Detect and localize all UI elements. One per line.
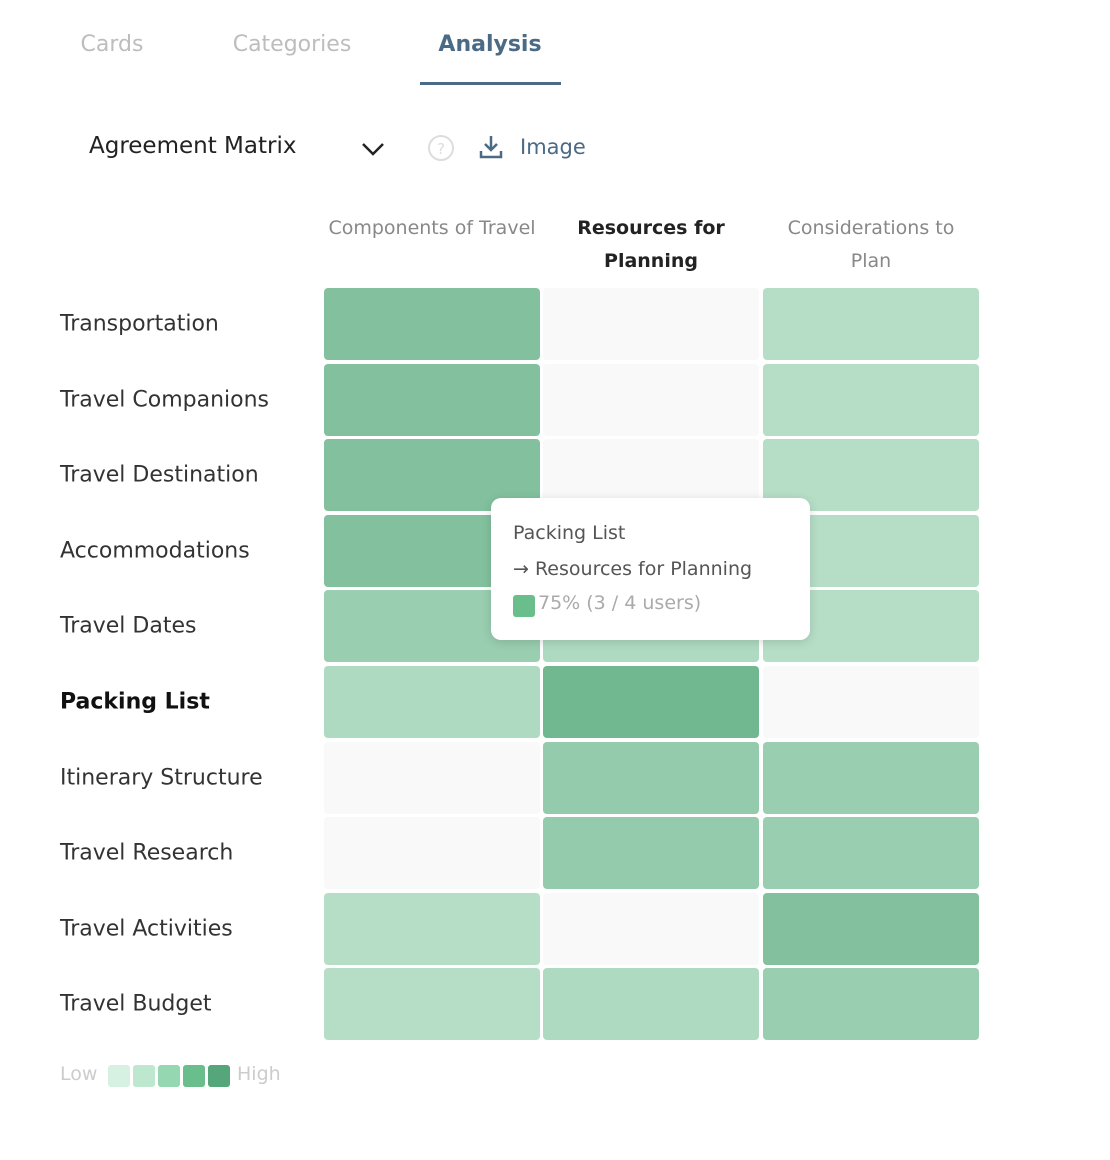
column-header: Considerations to Plan — [787, 217, 955, 272]
download-image[interactable]: Image — [520, 135, 586, 159]
row-label: Travel Activities — [60, 916, 233, 942]
help-icon[interactable]: ? — [427, 134, 455, 162]
matrix-cell — [324, 741, 540, 814]
tooltip-row: Packing List — [513, 522, 626, 544]
matrix-cell — [543, 817, 759, 890]
matrix-cell — [324, 288, 540, 360]
legend-low: Low — [60, 1063, 98, 1085]
matrix-cell — [763, 666, 979, 738]
matrix-cell — [763, 741, 979, 814]
legend-swatch — [183, 1065, 205, 1087]
chevron-icon[interactable] — [360, 138, 386, 160]
tab-underline — [420, 82, 561, 85]
view-select[interactable]: Agreement Matrix — [89, 133, 297, 159]
row-label: Travel Research — [60, 840, 234, 866]
legend-swatch — [108, 1065, 130, 1087]
matrix-cell — [763, 968, 979, 1041]
tooltip-column: → Resources for Planning — [513, 558, 753, 580]
row-label: Travel Dates — [60, 613, 197, 639]
matrix-cell — [324, 363, 540, 436]
matrix-cell — [763, 892, 979, 965]
row-label: Accommodations — [60, 538, 250, 564]
matrix-cell — [763, 288, 979, 360]
matrix-cell — [543, 363, 759, 436]
column-header: Components of Travel — [328, 217, 536, 239]
tooltip-detail: 75% (3 / 4 users) — [538, 592, 702, 614]
matrix-cell — [324, 817, 540, 890]
download-icon[interactable] — [477, 133, 505, 161]
row-label: Itinerary Structure — [60, 765, 263, 791]
matrix-cell — [324, 968, 540, 1041]
matrix-cell — [324, 892, 540, 965]
row-label: Packing List — [60, 689, 210, 715]
row-label: Travel Destination — [60, 462, 259, 488]
legend-swatch — [133, 1065, 155, 1087]
row-label: Travel Companions — [60, 387, 270, 413]
row-label: Travel Budget — [60, 991, 212, 1017]
matrix-cell — [543, 741, 759, 814]
tab[interactable]: Cards — [80, 32, 144, 57]
matrix-cell — [763, 363, 979, 436]
tooltip: Packing List → Resources for Planning 75… — [491, 498, 810, 640]
matrix-cell — [543, 892, 759, 965]
svg-text:?: ? — [437, 140, 445, 158]
matrix-cell — [543, 968, 759, 1041]
matrix-cell — [543, 288, 759, 360]
tooltip-swatch — [513, 595, 535, 617]
matrix-cell — [543, 666, 759, 738]
legend-swatch — [208, 1065, 230, 1087]
legend-high: High — [237, 1063, 281, 1085]
row-label: Transportation — [60, 311, 219, 337]
legend-swatch — [158, 1065, 180, 1087]
matrix-cell — [763, 817, 979, 890]
tab[interactable]: Categories — [232, 32, 352, 57]
matrix-cell — [324, 666, 540, 738]
column-header: Resources for Planning — [577, 217, 725, 272]
tab-active[interactable]: Analysis — [438, 32, 542, 57]
